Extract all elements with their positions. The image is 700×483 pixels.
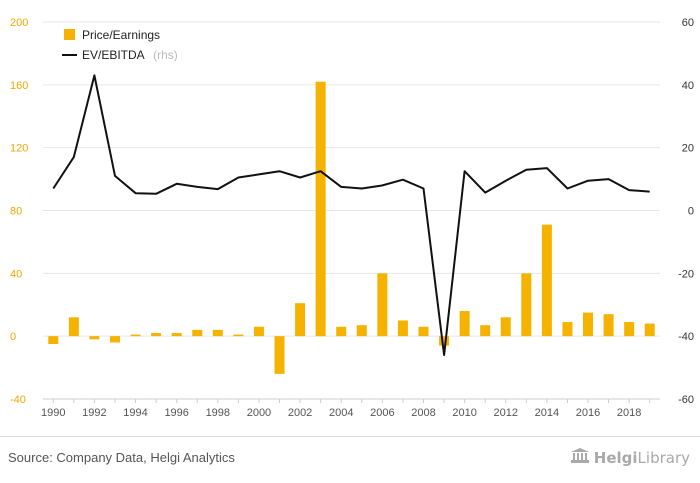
y-left-tick-label: 160 xyxy=(10,80,28,92)
bar-price-earnings xyxy=(644,323,655,337)
bar-price-earnings xyxy=(315,81,326,337)
bar-price-earnings xyxy=(109,336,120,343)
x-tick-label: 2002 xyxy=(288,407,312,419)
library-building-icon xyxy=(570,448,590,468)
logo-text: HelgiLibrary xyxy=(593,449,690,467)
bar-price-earnings xyxy=(583,312,594,337)
bar-price-earnings xyxy=(336,326,347,337)
line-series-ev-ebitda xyxy=(52,74,650,356)
x-tick-label: 2014 xyxy=(535,407,559,419)
bar-price-earnings xyxy=(212,329,223,337)
grid-lines xyxy=(43,21,660,337)
legend-label-ev-ebitda: EV/EBITDA xyxy=(82,48,145,62)
bar-price-earnings xyxy=(377,273,388,337)
y-right-tick-label: 40 xyxy=(682,80,694,92)
helgi-library-logo: HelgiLibrary xyxy=(570,448,690,468)
legend-label-ev-ebitda-group: EV/EBITDA (rhs) xyxy=(82,46,178,63)
y-right-tick-label: -40 xyxy=(678,331,694,343)
x-tick-label: 2000 xyxy=(247,407,271,419)
x-tick-label: 1992 xyxy=(82,407,106,419)
y-left-tick-label: 120 xyxy=(10,143,28,155)
bar-price-earnings xyxy=(562,322,573,337)
bar-price-earnings xyxy=(439,336,450,346)
bar-price-earnings xyxy=(356,325,367,337)
bar-price-earnings xyxy=(541,224,552,337)
source-note: Source: Company Data, Helgi Analytics xyxy=(8,450,235,465)
bar-price-earnings xyxy=(521,273,532,337)
bar-price-earnings xyxy=(171,333,182,337)
y-left-tick-label: 80 xyxy=(10,206,22,218)
x-tick-label: 1996 xyxy=(164,407,188,419)
bar-price-earnings xyxy=(624,322,635,337)
bar-price-earnings xyxy=(89,336,100,340)
y-right-tick-label: 60 xyxy=(682,17,694,29)
axes: -40 0 40 80 120 160 200 -60 -40 -20 0 20 40 60 1990 199… xyxy=(10,17,694,419)
bar-price-earnings xyxy=(151,333,162,337)
x-tick-label: 1994 xyxy=(123,407,147,419)
bar-price-earnings xyxy=(48,336,59,345)
x-tick-label: 2004 xyxy=(329,407,353,419)
bar-price-earnings xyxy=(130,334,141,337)
y-left-tick-label: -40 xyxy=(10,394,26,406)
x-tick-label: 1998 xyxy=(206,407,230,419)
x-tick-label: 1990 xyxy=(41,407,65,419)
x-tick-label: 2012 xyxy=(494,407,518,419)
bar-price-earnings xyxy=(480,325,491,337)
x-tick-label: 2008 xyxy=(411,407,435,419)
bar-price-earnings xyxy=(253,326,264,337)
y-left-tick-label: 200 xyxy=(10,17,28,29)
bar-price-earnings xyxy=(418,326,429,337)
bar-price-earnings xyxy=(274,336,285,374)
bar-price-earnings xyxy=(68,317,79,337)
bar-price-earnings xyxy=(233,334,244,337)
line-ev-ebitda xyxy=(52,74,650,356)
legend-label-price-earnings: Price/Earnings xyxy=(82,28,160,42)
bar-price-earnings xyxy=(500,317,511,337)
bar-price-earnings xyxy=(397,320,408,337)
bar-price-earnings xyxy=(192,329,203,337)
bar-series-price-earnings xyxy=(48,81,655,374)
bar-price-earnings xyxy=(459,311,470,337)
y-left-tick-label: 0 xyxy=(10,331,16,343)
x-tick-label: 2016 xyxy=(576,407,600,419)
x-tick-label: 2010 xyxy=(452,407,476,419)
legend-label-rhs: (rhs) xyxy=(153,48,178,62)
y-right-tick-label: -20 xyxy=(678,268,694,280)
y-right-tick-label: 20 xyxy=(682,143,694,155)
x-tick-label: 2006 xyxy=(370,407,394,419)
legend: Price/Earnings EV/EBITDA (rhs) xyxy=(62,28,178,63)
chart-area: -40 0 40 80 120 160 200 -60 -40 -20 0 20 40 60 1990 199… xyxy=(10,17,694,419)
legend-swatch-price-earnings xyxy=(64,29,75,40)
y-right-tick-label: -60 xyxy=(678,394,694,406)
bar-price-earnings xyxy=(603,314,614,337)
x-tick-label: 2018 xyxy=(617,407,641,419)
footer-divider xyxy=(0,436,700,437)
y-right-tick-label: 0 xyxy=(688,206,694,218)
bar-price-earnings xyxy=(295,303,306,337)
y-left-tick-label: 40 xyxy=(10,268,22,280)
